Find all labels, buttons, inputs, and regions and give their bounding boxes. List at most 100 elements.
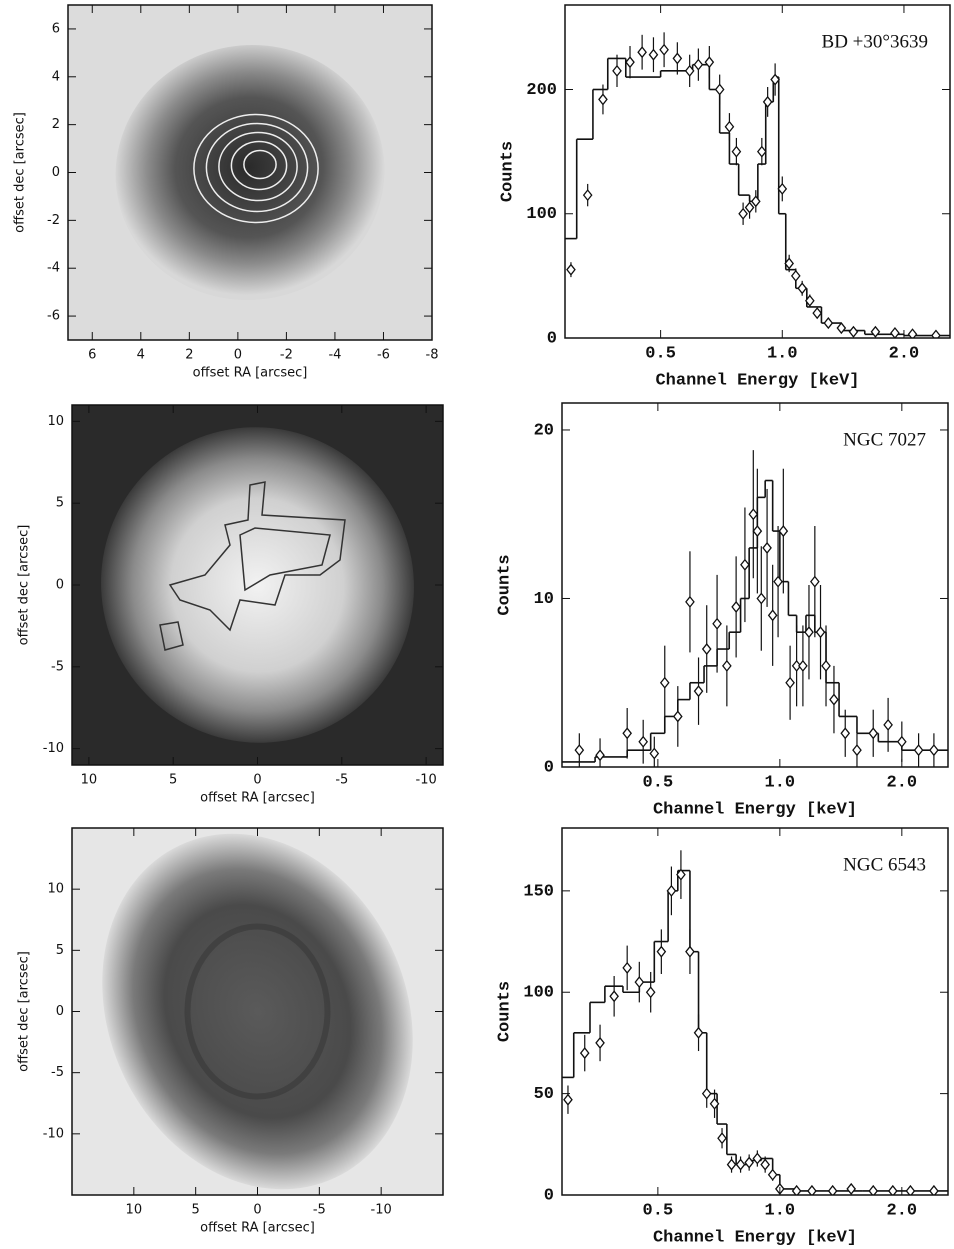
data-point	[598, 93, 608, 106]
data-point	[712, 617, 722, 630]
data-point	[827, 1184, 838, 1195]
data-point	[748, 508, 759, 521]
data-point	[574, 744, 585, 757]
data-point	[579, 1047, 590, 1060]
data-point	[798, 659, 808, 672]
data-point	[752, 1152, 763, 1165]
y-axis-label: Counts	[495, 554, 514, 615]
y-tick-label: 5	[56, 496, 64, 511]
x-tick-label: 2	[185, 348, 193, 363]
y-tick-label: 0	[52, 165, 60, 180]
x-tick-label: 0.5	[643, 1201, 674, 1220]
data-point	[931, 329, 941, 338]
x-tick-label: 1.0	[765, 1201, 796, 1220]
data-point	[701, 1087, 712, 1100]
x-tick-label: 1.0	[765, 773, 796, 792]
data-point	[714, 83, 725, 96]
data-point	[666, 884, 677, 897]
y-axis-label: Counts	[495, 981, 514, 1042]
data-point	[735, 1158, 746, 1171]
data-point	[905, 1184, 916, 1195]
data-point	[744, 1156, 754, 1169]
x-axis-label: offset RA [arcsec]	[200, 1221, 315, 1236]
x-tick-label: 0	[253, 773, 261, 788]
data-point	[685, 595, 695, 608]
x-tick-label: -5	[335, 773, 348, 788]
data-point	[829, 693, 839, 706]
data-point	[672, 710, 683, 723]
contour	[193, 113, 319, 224]
contour	[218, 131, 298, 202]
x-tick-label: 5	[169, 773, 177, 788]
data-point	[676, 868, 686, 881]
y-tick-label: 4	[52, 69, 60, 84]
data-point	[722, 659, 732, 672]
data-point	[890, 326, 900, 338]
contour	[168, 481, 346, 632]
contour	[243, 149, 277, 180]
x-tick-label: 0.5	[645, 344, 676, 363]
data-point	[731, 600, 741, 613]
data-point	[659, 676, 670, 689]
axes-frame	[561, 402, 949, 768]
data-point	[840, 727, 851, 740]
data-point	[791, 1184, 802, 1195]
image	[68, 5, 432, 340]
x-tick-label: 10	[126, 1203, 143, 1218]
data-point	[807, 1184, 817, 1195]
data-point	[595, 749, 605, 762]
x-tick-label: 6	[88, 348, 96, 363]
data-point	[784, 257, 794, 270]
panel-title: NGC 7027	[843, 429, 926, 450]
data-point	[913, 744, 924, 757]
x-tick-label: 0	[253, 1203, 261, 1218]
data-point	[790, 269, 801, 282]
y-tick-label: -2	[47, 213, 60, 228]
data-point	[852, 744, 862, 757]
data-point	[563, 1093, 573, 1106]
data-point	[762, 95, 773, 108]
data-point	[750, 195, 761, 208]
data-point	[770, 73, 780, 86]
y-tick-label: 200	[526, 81, 557, 100]
spectrum-panel: NGC 6543 0.5 1.0 2.0 0 50 100 150 Channel Energy…	[495, 827, 949, 1247]
data-point	[724, 120, 735, 133]
contour	[230, 140, 288, 191]
y-tick-label: -5	[51, 1065, 64, 1080]
y-tick-label: 0	[56, 1004, 64, 1019]
data-point	[752, 525, 763, 538]
data-point	[609, 990, 619, 1003]
x-tick-label: 1.0	[767, 344, 798, 363]
axes-frame	[561, 827, 949, 1196]
panel-title: NGC 6543	[843, 854, 926, 875]
data-point	[649, 747, 660, 760]
data-point	[638, 735, 649, 748]
contour	[205, 122, 309, 213]
x-tick-label: 2.0	[889, 344, 920, 363]
spectrum	[562, 850, 948, 1195]
x-axis-label: Channel Energy [keV]	[653, 1228, 857, 1247]
data-point	[659, 43, 669, 56]
x-tick-label: 0	[234, 348, 242, 363]
y-tick-label: 100	[526, 205, 557, 224]
y-tick-label: -10	[43, 741, 64, 756]
x-tick-label: -4	[328, 348, 341, 363]
y-tick-label: 50	[534, 1085, 554, 1104]
data-point	[907, 328, 918, 338]
data-point	[767, 609, 778, 622]
y-tick-label: 10	[47, 882, 64, 897]
contour	[159, 621, 184, 651]
x-tick-label: 10	[81, 773, 98, 788]
ring	[184, 923, 331, 1100]
data-point	[804, 626, 814, 639]
data-point	[566, 263, 576, 276]
y-tick-label: -5	[51, 659, 64, 674]
data-point	[929, 1184, 939, 1195]
data-point	[870, 325, 881, 338]
y-tick-label: 20	[534, 421, 554, 440]
y-tick-label: -6	[47, 309, 60, 324]
data-point	[805, 294, 815, 307]
data-point	[815, 626, 826, 639]
data-point	[760, 1158, 771, 1171]
data-point	[821, 659, 831, 672]
